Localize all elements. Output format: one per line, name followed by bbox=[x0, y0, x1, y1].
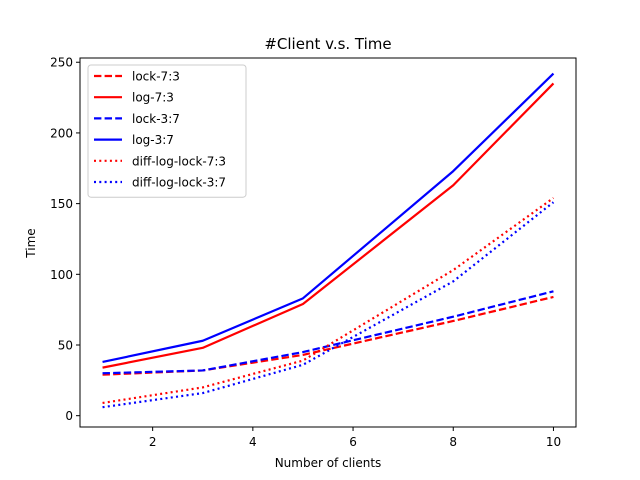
series-line-2 bbox=[102, 290, 554, 375]
series-line-1 bbox=[102, 82, 555, 369]
legend-box bbox=[87, 64, 247, 198]
series-line-0 bbox=[102, 295, 554, 376]
legend-label: diff-log-lock-3:7 bbox=[132, 176, 226, 190]
y-tick-label: 150 bbox=[50, 197, 73, 211]
y-tick-label: 0 bbox=[65, 409, 73, 423]
y-axis-label: Time bbox=[24, 228, 38, 258]
series-line-5 bbox=[102, 201, 555, 409]
plot-frame bbox=[79, 57, 577, 428]
legend-label: diff-log-lock-7:3 bbox=[132, 154, 226, 168]
x-tick-label: 4 bbox=[249, 435, 257, 449]
y-tick-label: 50 bbox=[58, 339, 73, 353]
legend: lock-7:3 log-7:3 lock-3:7 log-3:7 diff-log-l… bbox=[87, 64, 247, 198]
x-tick-label: 2 bbox=[149, 435, 157, 449]
y-tick-label: 250 bbox=[50, 56, 73, 70]
x-tick-label: 6 bbox=[349, 435, 357, 449]
x-tick-label: 8 bbox=[449, 435, 457, 449]
x-axis-label: Number of clients bbox=[275, 456, 382, 470]
series-line-3 bbox=[102, 72, 555, 364]
legend-label: lock-7:3 bbox=[132, 70, 180, 84]
legend-label: log-7:3 bbox=[132, 91, 174, 105]
x-tick-label: 10 bbox=[546, 435, 561, 449]
plot-lines bbox=[102, 72, 555, 409]
legend-label: log-3:7 bbox=[132, 133, 174, 147]
y-tick-label: 100 bbox=[50, 268, 73, 282]
chart-title: #Client v.s. Time bbox=[264, 35, 391, 53]
legend-label: lock-3:7 bbox=[132, 112, 180, 126]
y-tick-label: 200 bbox=[50, 126, 73, 140]
